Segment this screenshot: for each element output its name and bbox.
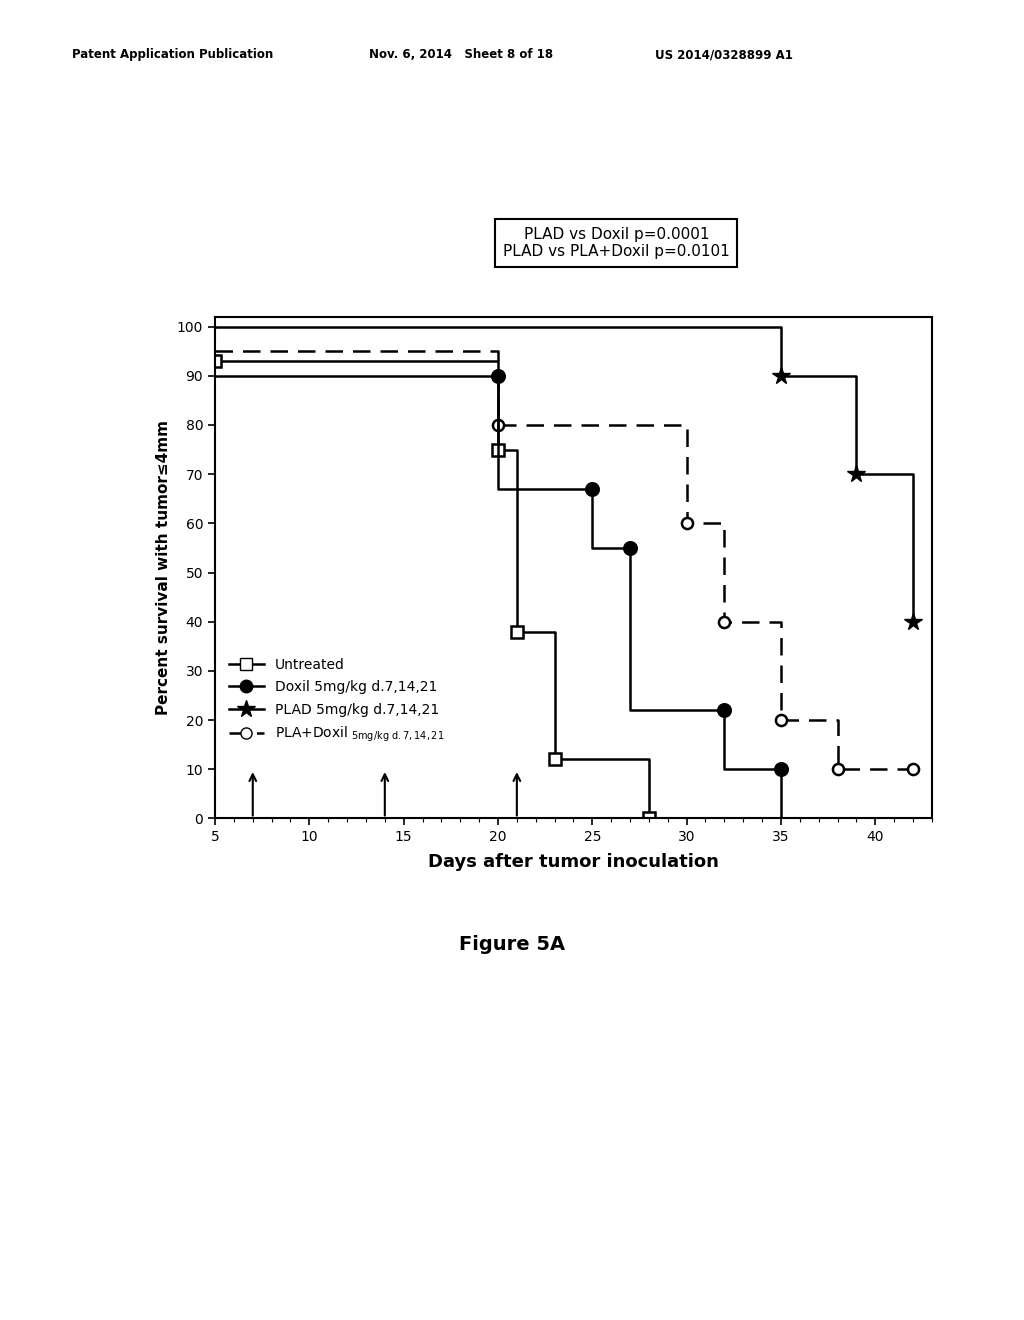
- X-axis label: Days after tumor inoculation: Days after tumor inoculation: [428, 853, 719, 870]
- Text: Nov. 6, 2014   Sheet 8 of 18: Nov. 6, 2014 Sheet 8 of 18: [369, 48, 553, 61]
- Legend: Untreated, Doxil 5mg/kg d.7,14,21, PLAD 5mg/kg d.7,14,21, PLA+Doxil $_{\mathregu: Untreated, Doxil 5mg/kg d.7,14,21, PLAD …: [222, 651, 452, 751]
- Text: Figure 5A: Figure 5A: [459, 936, 565, 954]
- Text: Patent Application Publication: Patent Application Publication: [72, 48, 273, 61]
- Text: US 2014/0328899 A1: US 2014/0328899 A1: [655, 48, 794, 61]
- Y-axis label: Percent survival with tumor≤4mm: Percent survival with tumor≤4mm: [157, 420, 171, 715]
- Text: PLAD vs Doxil p=0.0001
PLAD vs PLA+Doxil p=0.0101: PLAD vs Doxil p=0.0001 PLAD vs PLA+Doxil…: [503, 227, 730, 259]
